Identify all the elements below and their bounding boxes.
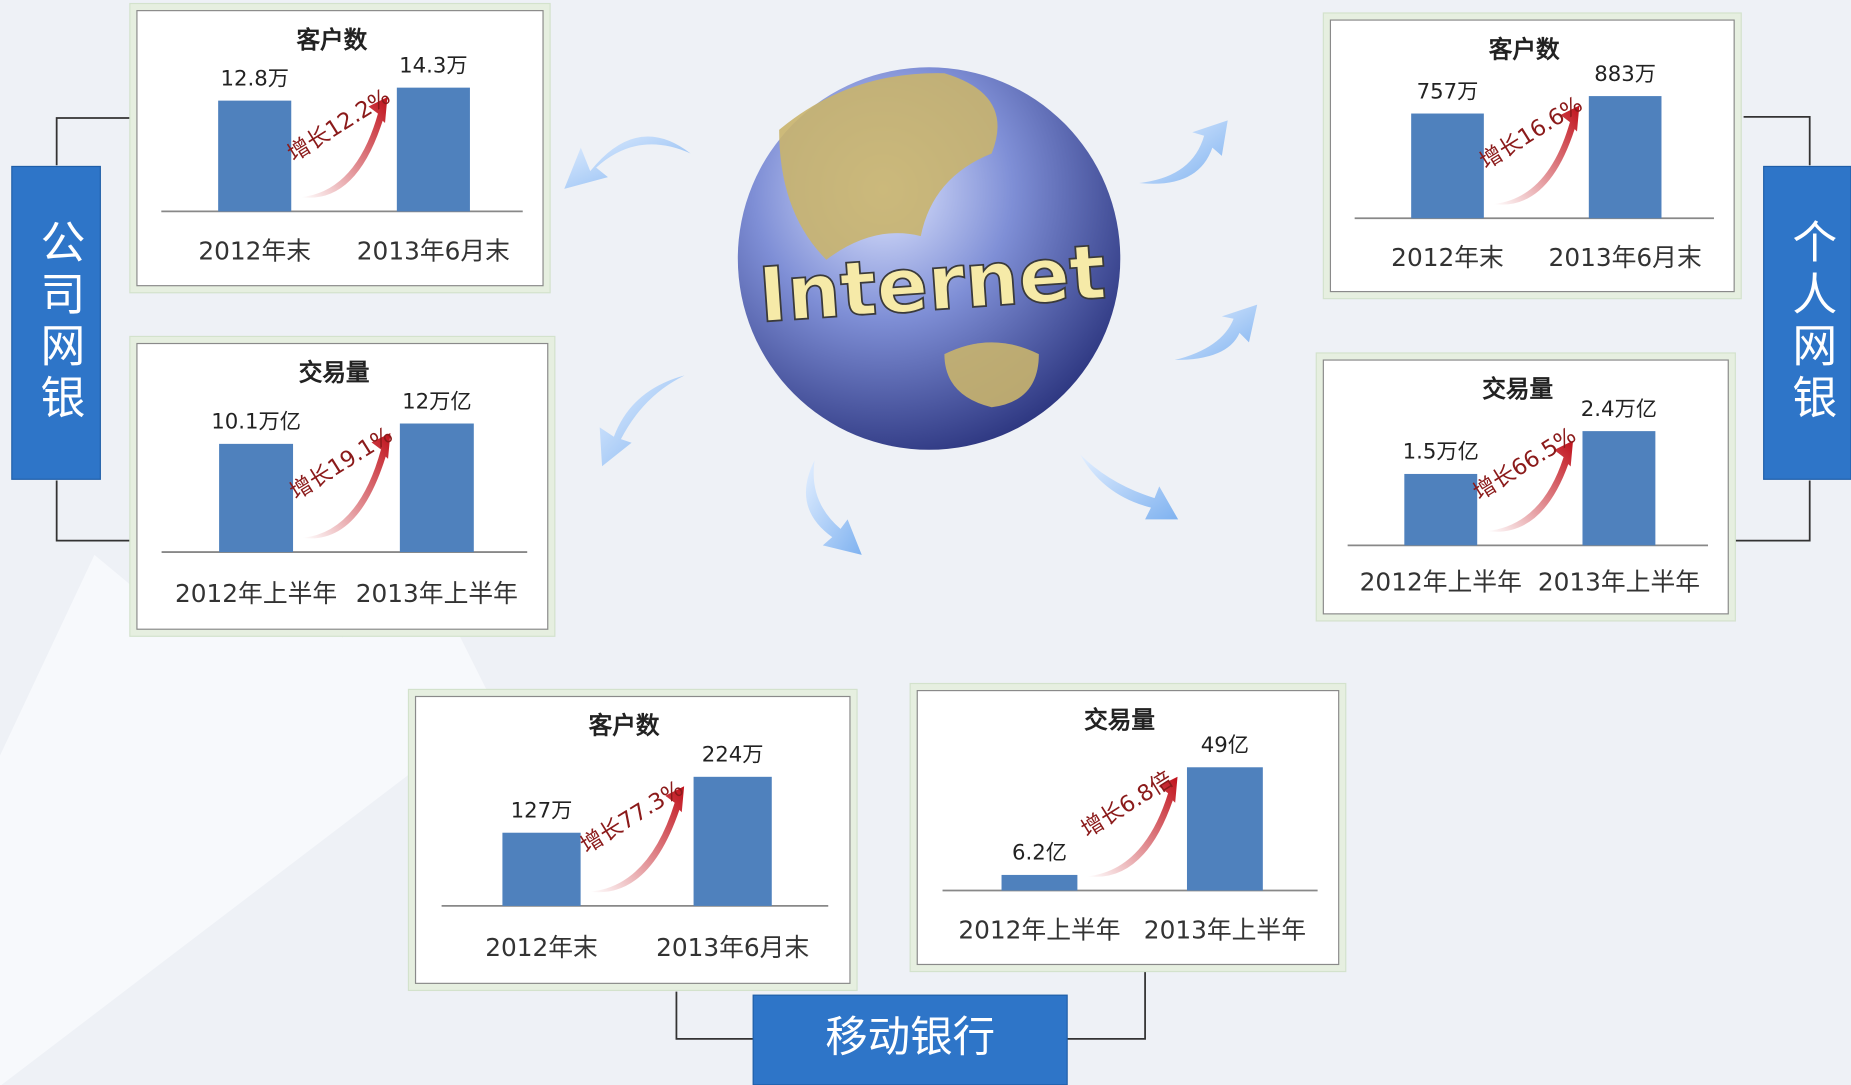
arrow: [1139, 120, 1228, 184]
panel: [916, 690, 1340, 966]
bottom-label: 移动银行: [825, 1014, 995, 1063]
chart-title: 交易量: [1482, 375, 1553, 403]
growth-arrow: [1493, 105, 1580, 205]
growth-arrow: [300, 97, 388, 198]
bar: [218, 100, 292, 212]
x-tick-label: 2012年上半年: [175, 579, 337, 608]
value-label: 12万亿: [402, 389, 472, 414]
bar: [693, 776, 772, 906]
growth-arrow: [1486, 440, 1574, 532]
x-tick-label: 2013年上半年: [1538, 567, 1700, 596]
value-label: 127万: [511, 798, 573, 823]
value-label: 224万: [702, 743, 764, 768]
arrow: [599, 375, 685, 467]
x-tick-label: 2012年末: [485, 933, 598, 962]
bar: [396, 87, 470, 212]
panel: [1329, 19, 1735, 293]
bar: [1186, 767, 1263, 891]
bar: [219, 443, 294, 553]
value-label: 14.3万: [399, 53, 468, 78]
bar: [399, 423, 474, 553]
value-label: 10.1万亿: [211, 410, 301, 435]
panel: [136, 342, 549, 630]
arrow: [1174, 304, 1258, 361]
value-label: 12.8万: [220, 66, 289, 91]
x-tick-label: 2012年上半年: [1360, 567, 1522, 596]
bar: [1404, 473, 1478, 546]
value-label: 2.4万亿: [1581, 397, 1657, 422]
growth-arrow: [302, 432, 391, 539]
bar: [1582, 431, 1656, 546]
chart-title: 交易量: [299, 359, 370, 387]
x-tick-label: 2013年6月末: [656, 933, 809, 962]
globe-land: [944, 342, 1039, 408]
value-label: 6.2亿: [1012, 841, 1067, 866]
chart-title: 客户数: [296, 26, 367, 54]
value-label: 883万: [1594, 62, 1656, 87]
x-tick-label: 2013年6月末: [1549, 243, 1702, 272]
value-label: 757万: [1417, 79, 1479, 104]
bg-shape: [0, 519, 496, 1085]
label-box: [1763, 165, 1851, 480]
bar: [502, 832, 581, 906]
label-box: [11, 165, 101, 480]
panel: [1322, 359, 1729, 615]
x-tick-label: 2012年上半年: [958, 916, 1120, 945]
x-tick-label: 2012年末: [1391, 243, 1504, 272]
growth-arrow: [1086, 776, 1178, 877]
side-label: 个人网银: [1784, 218, 1837, 426]
chart-title: 客户数: [589, 712, 660, 740]
value-label: 1.5万亿: [1403, 440, 1479, 465]
panel: [136, 10, 544, 287]
chart-title: 交易量: [1084, 706, 1155, 734]
bracket: [1734, 115, 1811, 542]
arrow: [1080, 454, 1179, 520]
value-label: 49亿: [1201, 733, 1249, 758]
side-label: 公司网银: [32, 218, 85, 426]
panel: [414, 695, 851, 984]
bar: [1001, 874, 1078, 891]
x-tick-label: 2013年上半年: [1144, 916, 1306, 945]
arrow: [805, 460, 862, 555]
x-tick-label: 2012年末: [198, 237, 311, 266]
growth-arrow: [590, 786, 685, 893]
bar: [1411, 113, 1484, 219]
bar: [1588, 96, 1662, 219]
x-tick-label: 2013年6月末: [357, 237, 510, 266]
arrow: [564, 136, 691, 189]
bracket: [675, 965, 1146, 1040]
label-box: [752, 994, 1068, 1085]
globe-land: [779, 73, 998, 260]
x-tick-label: 2013年上半年: [356, 579, 518, 608]
bracket: [55, 117, 133, 542]
chart-title: 客户数: [1489, 35, 1560, 63]
